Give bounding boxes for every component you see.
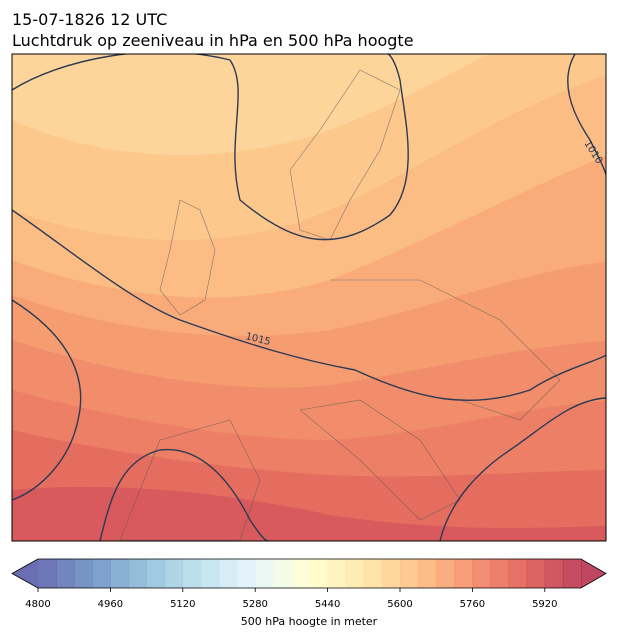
map: 1015 1010 [12,54,606,541]
colorbar-tick-label: 4800 [25,599,50,610]
colorbar-segment [74,559,93,588]
colorbar-tick-label: 5120 [170,599,195,610]
colorbar-segment [472,559,491,588]
colorbar-segment [381,559,401,588]
colorbar-segment [237,559,256,588]
colorbar-tick-label: 5760 [460,599,485,610]
colorbar-segment [327,559,347,588]
colorbar-segment [490,559,509,588]
colorbar-segment [363,559,383,588]
colorbar-segment [562,559,582,588]
colorbar-segment [345,559,365,588]
map-frame [11,53,607,542]
colorbar-segment [526,559,546,588]
colorbar-segment [219,559,238,588]
colorbar-segment [544,559,564,588]
colorbar-segment [291,559,310,588]
colorbar-segment [110,559,129,588]
colorbar-segment [255,559,274,588]
colorbar-segment [146,559,166,588]
colorbar-segment [182,559,202,588]
colorbar-segment [56,559,75,588]
colorbar-tick-label: 4960 [98,599,123,610]
colorbar-tick-label: 5280 [242,599,267,610]
colorbar-segment [508,559,528,588]
colorbar-extend [12,559,38,588]
colorbar-segment [38,559,57,588]
colorbar-segment [164,559,184,588]
colorbar-extend [581,559,606,588]
colorbar-frame [11,558,607,589]
colorbar-tick-label: 5600 [387,599,412,610]
subtitle: Luchtdruk op zeeniveau in hPa en 500 hPa… [12,31,414,50]
colorbar-segment [92,559,111,588]
colorbar-segment [273,559,292,588]
colorbar-segment [454,559,473,588]
colorbar-segment [200,559,220,588]
colorbar-segment [128,559,147,588]
colorbar-label: 500 hPa hoogte in meter [241,615,378,628]
colorbar: 4800 4960 5120 5280 5440 5600 5760 5920 [11,558,607,610]
colorbar-segment [309,559,328,588]
colorbar-tick-label: 5440 [315,599,340,610]
colorbar-segment [400,559,419,588]
title: 15-07-1826 12 UTC [12,10,167,29]
colorbar-tick-label: 5920 [532,599,557,610]
colorbar-segment [436,559,455,588]
colorbar-segment [418,559,437,588]
